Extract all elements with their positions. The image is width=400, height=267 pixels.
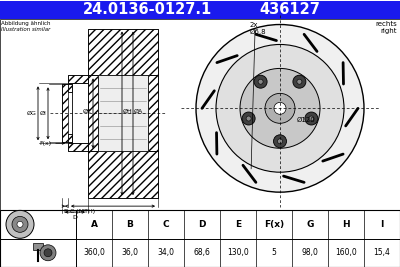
Circle shape <box>278 139 282 144</box>
Bar <box>68 143 88 151</box>
Text: Ø120: Ø120 <box>297 117 316 123</box>
Text: 24.0136-0127.1: 24.0136-0127.1 <box>83 2 213 17</box>
Text: Illustration similar: Illustration similar <box>1 26 50 32</box>
Circle shape <box>40 245 56 261</box>
Bar <box>88 29 158 75</box>
Text: ØG: ØG <box>27 111 37 116</box>
Text: F(x): F(x) <box>264 220 284 229</box>
Text: 36,0: 36,0 <box>122 248 138 257</box>
Text: 98,0: 98,0 <box>302 248 318 257</box>
Text: 436127: 436127 <box>260 2 320 17</box>
Bar <box>88 75 98 151</box>
Bar <box>33 243 43 250</box>
Text: B: B <box>63 209 67 214</box>
Circle shape <box>254 75 267 88</box>
Text: ØH: ØH <box>123 109 133 114</box>
Text: I: I <box>380 220 384 229</box>
Text: D: D <box>72 215 78 220</box>
Bar <box>0 18 400 210</box>
Circle shape <box>246 116 251 121</box>
Bar <box>68 84 72 92</box>
Bar <box>68 134 72 142</box>
Text: Ø6,8: Ø6,8 <box>250 28 267 34</box>
Circle shape <box>258 79 263 84</box>
Bar <box>148 75 158 151</box>
Circle shape <box>309 116 314 121</box>
Text: C (MTH): C (MTH) <box>70 209 95 214</box>
Bar <box>98 75 148 151</box>
Text: B: B <box>126 220 134 229</box>
Circle shape <box>196 25 364 192</box>
Circle shape <box>12 216 28 232</box>
Circle shape <box>305 112 318 125</box>
Text: E: E <box>235 220 241 229</box>
Bar <box>68 75 88 83</box>
Bar <box>88 151 158 198</box>
Circle shape <box>242 112 255 125</box>
Bar <box>148 75 158 151</box>
Circle shape <box>216 45 344 172</box>
Text: 68,6: 68,6 <box>194 248 210 257</box>
Circle shape <box>240 68 320 148</box>
Circle shape <box>274 102 286 114</box>
Text: H: H <box>342 220 350 229</box>
Text: rechts: rechts <box>375 21 397 26</box>
Bar <box>88 75 98 151</box>
Bar <box>88 151 158 198</box>
Text: 34,0: 34,0 <box>158 248 174 257</box>
Circle shape <box>274 135 286 148</box>
Bar <box>62 84 72 142</box>
Text: ®: ® <box>300 137 308 143</box>
Text: 160,0: 160,0 <box>335 248 357 257</box>
Circle shape <box>293 75 306 88</box>
Bar <box>68 92 72 134</box>
Circle shape <box>17 221 23 227</box>
Circle shape <box>44 249 52 257</box>
Text: 15,4: 15,4 <box>374 248 390 257</box>
Bar <box>0 210 400 267</box>
Bar <box>0 1 400 18</box>
Text: 2x: 2x <box>250 22 258 28</box>
Text: Abbildung ähnlich: Abbildung ähnlich <box>1 21 50 26</box>
Text: D: D <box>198 220 206 229</box>
Text: F(x): F(x) <box>40 141 52 146</box>
Bar <box>68 134 72 142</box>
Text: ØI: ØI <box>40 111 47 116</box>
Text: ate: ate <box>255 131 321 165</box>
Bar <box>68 75 88 83</box>
Text: ØA: ØA <box>134 109 143 114</box>
Text: G: G <box>306 220 314 229</box>
Bar <box>68 143 88 151</box>
Text: 360,0: 360,0 <box>83 248 105 257</box>
Text: ØE: ØE <box>83 109 92 114</box>
Circle shape <box>265 93 295 123</box>
Text: 130,0: 130,0 <box>227 248 249 257</box>
Circle shape <box>6 210 34 238</box>
Bar <box>88 29 158 75</box>
Text: right: right <box>380 28 397 34</box>
Text: 5: 5 <box>272 248 276 257</box>
Circle shape <box>297 79 302 84</box>
Bar <box>68 84 72 92</box>
Text: C: C <box>163 220 169 229</box>
Bar <box>62 84 72 142</box>
Text: A: A <box>90 220 98 229</box>
